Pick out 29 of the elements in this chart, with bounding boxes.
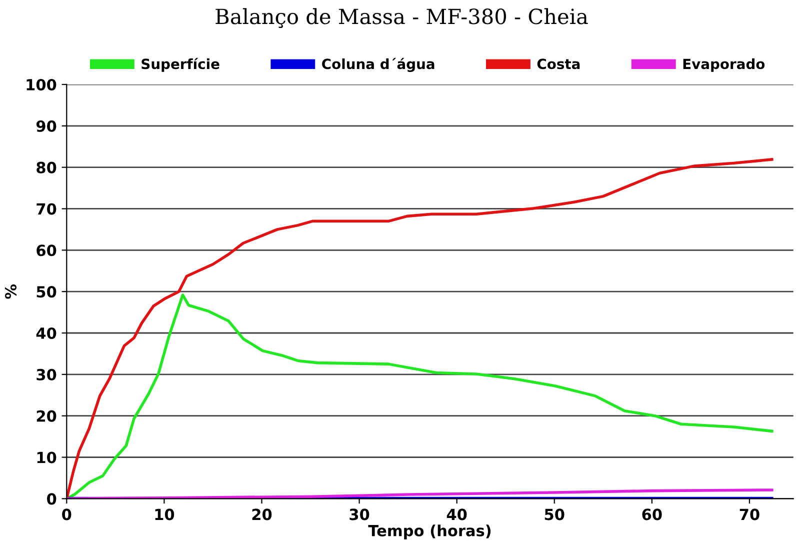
y-tick-label: 70 <box>36 203 56 215</box>
legend-label: Costa <box>537 58 580 70</box>
legend-label: Superfície <box>142 58 220 72</box>
x-tick-label: 50 <box>544 508 564 520</box>
x-tick-label: 60 <box>642 508 662 520</box>
y-tick-label: 100 <box>26 78 56 90</box>
y-axis-title: % <box>4 284 17 299</box>
y-tick-label: 50 <box>36 286 56 298</box>
line-series <box>66 488 774 499</box>
legend-label: Coluna d´água <box>322 58 434 72</box>
x-tick-label: 0 <box>62 508 72 520</box>
x-tick-label: 10 <box>155 508 174 520</box>
line-series <box>66 158 774 499</box>
y-tick-label: 0 <box>47 493 56 505</box>
y-tick-label: 20 <box>36 410 56 422</box>
y-tick-label: 60 <box>36 244 56 256</box>
legend-label: Evaporado <box>683 58 765 72</box>
x-tick-label: 70 <box>740 508 760 520</box>
y-tick-label: 30 <box>36 368 56 380</box>
y-tick-label: 40 <box>36 327 56 340</box>
x-tick-label: 30 <box>350 508 370 520</box>
x-axis-title: Tempo (horas) <box>368 524 491 540</box>
y-tick-label: 90 <box>36 120 56 132</box>
chart-title: Balanço de Massa - MF-380 - Cheia <box>216 8 588 28</box>
x-tick-label: 40 <box>446 508 467 520</box>
line-series <box>66 294 774 499</box>
y-tick-label: 10 <box>37 452 56 464</box>
y-tick-label: 80 <box>36 162 56 174</box>
x-tick-label: 20 <box>252 508 272 520</box>
